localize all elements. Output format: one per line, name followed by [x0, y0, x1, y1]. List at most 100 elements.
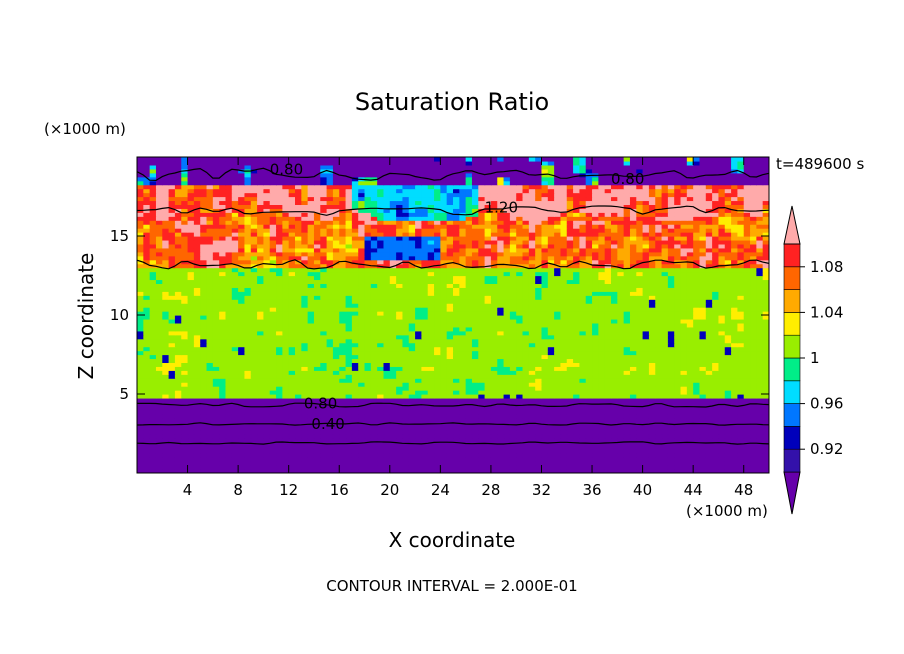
- heatmap-cell: [459, 374, 467, 379]
- heatmap-cell: [168, 334, 176, 340]
- heatmap-cell: [642, 318, 650, 324]
- heatmap-cell: [181, 358, 189, 363]
- heatmap-cell: [731, 394, 738, 399]
- heatmap-cell: [288, 433, 296, 439]
- heatmap-cell: [503, 374, 511, 379]
- heatmap-cell: [611, 283, 618, 288]
- heatmap-cell: [478, 469, 486, 473]
- heatmap-cell: [244, 338, 252, 344]
- heatmap-cell: [181, 390, 189, 395]
- heatmap-cell: [358, 425, 366, 431]
- heatmap-cell: [421, 366, 429, 371]
- heatmap-cell: [421, 457, 429, 462]
- heatmap-cell: [623, 433, 631, 439]
- heatmap-cell: [364, 299, 372, 304]
- heatmap-cell: [257, 307, 264, 312]
- heatmap-cell: [560, 299, 568, 304]
- heatmap-cell: [193, 334, 201, 340]
- heatmap-cell: [257, 318, 264, 324]
- heatmap-cell: [276, 275, 283, 281]
- heatmap-cell: [585, 433, 593, 439]
- heatmap-cell: [617, 382, 625, 387]
- heatmap-cell: [737, 311, 745, 316]
- heatmap-cell: [307, 397, 315, 403]
- heatmap-cell: [250, 429, 258, 435]
- heatmap-cell: [389, 307, 397, 312]
- heatmap-cell: [478, 413, 486, 419]
- heatmap-cell: [699, 437, 707, 442]
- heatmap-cell: [288, 390, 296, 395]
- heatmap-cell: [282, 330, 290, 336]
- heatmap-cell: [636, 362, 644, 367]
- heatmap-cell: [547, 397, 555, 403]
- heatmap-cell: [724, 370, 732, 375]
- heatmap-cell: [427, 311, 435, 316]
- heatmap-cell: [541, 346, 549, 352]
- heatmap-cell: [642, 342, 650, 348]
- heatmap-cell: [547, 425, 555, 431]
- heatmap-cell: [301, 397, 309, 403]
- heatmap-cell: [288, 449, 296, 454]
- heatmap-cell: [731, 397, 738, 403]
- heatmap-cell: [269, 386, 277, 391]
- heatmap-cell: [762, 299, 769, 304]
- heatmap-cell: [434, 441, 441, 446]
- heatmap-cell: [674, 441, 682, 446]
- heatmap-cell: [137, 307, 144, 312]
- heatmap-cell: [573, 326, 580, 332]
- heatmap-cell: [295, 287, 302, 292]
- heatmap-cell: [187, 461, 195, 466]
- heatmap-cell: [225, 397, 233, 403]
- heatmap-cell: [554, 429, 562, 435]
- heatmap-cell: [497, 358, 505, 363]
- heatmap-cell: [402, 457, 410, 462]
- heatmap-cell: [219, 465, 227, 470]
- heatmap-cell: [181, 461, 189, 466]
- heatmap-cell: [636, 326, 644, 332]
- heatmap-cell: [693, 457, 701, 462]
- heatmap-cell: [351, 350, 359, 356]
- heatmap-cell: [345, 322, 353, 328]
- heatmap-cell: [585, 330, 593, 336]
- heatmap-cell: [276, 322, 283, 328]
- heatmap-cell: [212, 318, 220, 324]
- heatmap-cell: [611, 299, 618, 304]
- heatmap-cell: [377, 279, 385, 284]
- heatmap-cell: [427, 437, 435, 442]
- heatmap-cell: [351, 413, 359, 419]
- heatmap-cell: [313, 283, 321, 288]
- heatmap-cell: [269, 457, 277, 462]
- heatmap-cell: [712, 457, 720, 462]
- heatmap-cell: [351, 374, 359, 379]
- heatmap-cell: [446, 421, 454, 427]
- heatmap-cell: [377, 441, 385, 446]
- heatmap-cell: [288, 469, 296, 473]
- heatmap-cell: [636, 303, 644, 308]
- heatmap-cell: [402, 433, 410, 439]
- heatmap-cell: [250, 354, 258, 360]
- heatmap-cell: [724, 465, 732, 470]
- heatmap-cell: [137, 437, 144, 442]
- heatmap-cell: [629, 366, 637, 371]
- heatmap-cell: [446, 397, 454, 403]
- heatmap-cell: [636, 354, 644, 360]
- heatmap-cell: [263, 378, 271, 383]
- heatmap-cell: [585, 291, 593, 296]
- heatmap-cell: [661, 299, 669, 304]
- heatmap-cell: [667, 366, 675, 371]
- heatmap-cell: [402, 330, 410, 336]
- heatmap-cell: [257, 390, 264, 395]
- heatmap-cell: [541, 291, 549, 296]
- heatmap-cell: [484, 315, 492, 320]
- heatmap-cell: [364, 386, 372, 391]
- heatmap-cell: [269, 275, 277, 281]
- heatmap-cell: [497, 409, 505, 415]
- heatmap-cell: [244, 279, 252, 284]
- heatmap-cell: [471, 394, 479, 399]
- heatmap-cell: [181, 397, 189, 403]
- heatmap-cell: [168, 465, 176, 470]
- heatmap-cell: [686, 409, 694, 415]
- heatmap-cell: [743, 287, 751, 292]
- heatmap-cell: [579, 315, 587, 320]
- heatmap-cell: [629, 334, 637, 340]
